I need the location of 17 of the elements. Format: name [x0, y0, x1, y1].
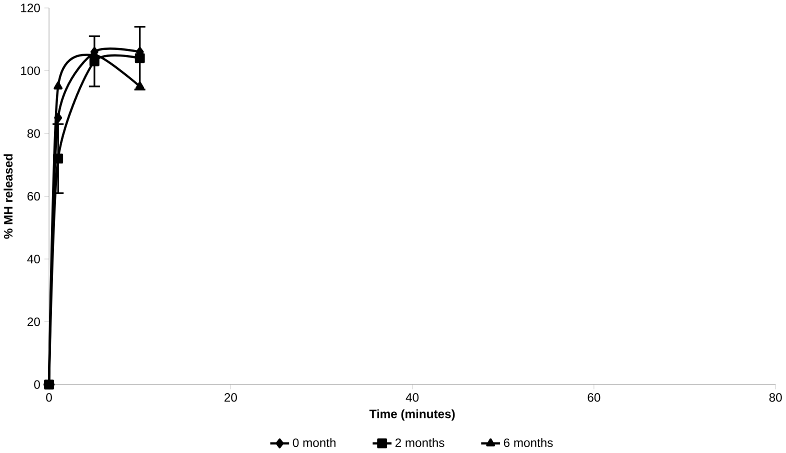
y-tick-label: 120 [21, 4, 40, 12]
y-tick-label: 80 [27, 129, 40, 138]
y-axis-title: % MH released [4, 154, 13, 239]
x-tick-label: 60 [588, 393, 600, 402]
x-tick-label: 0 [46, 393, 52, 402]
x-tick-label: 20 [224, 393, 237, 402]
y-tick-label: 100 [21, 66, 40, 76]
x-tick-label: 80 [769, 393, 782, 402]
y-tick-label: 0 [34, 380, 40, 389]
x-axis-title: Time (minutes) [369, 409, 455, 421]
y-tick-label: 40 [27, 254, 40, 264]
legend-label: 2 months [395, 438, 444, 448]
legend-label: 0 month [292, 438, 336, 448]
y-tick-label: 60 [28, 192, 40, 201]
legend-label: 6 months [504, 438, 553, 448]
x-tick-label: 40 [406, 393, 419, 402]
y-tick-label: 20 [28, 317, 40, 326]
